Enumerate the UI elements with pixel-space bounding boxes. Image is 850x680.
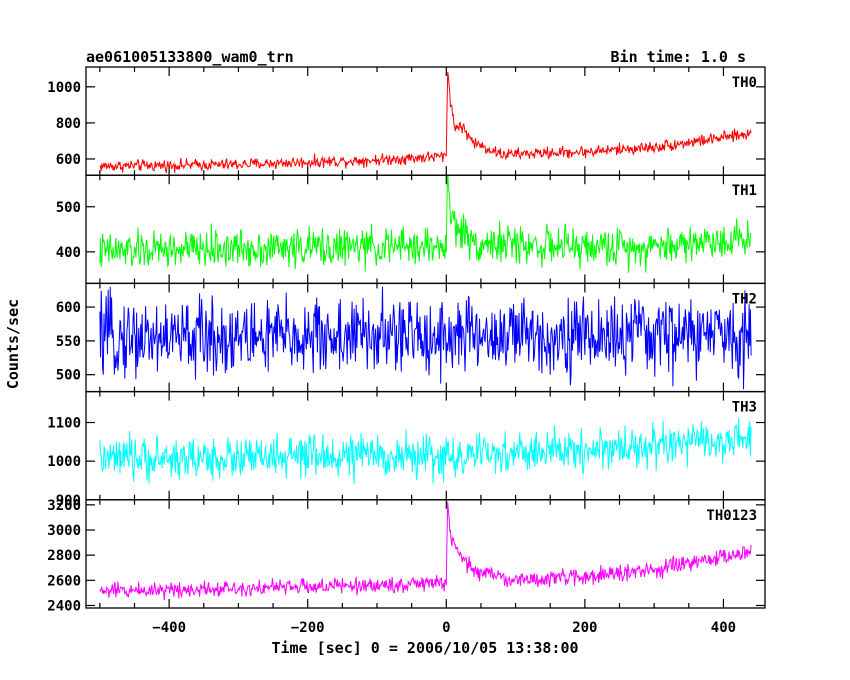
panel-th1: 400 500 TH1 xyxy=(56,174,766,285)
panel-th0: 600 800 1000 TH0 xyxy=(47,66,766,176)
chart-title: ae061005133800_wam0_trn xyxy=(86,48,294,66)
y-tick-label: 600 xyxy=(56,152,81,168)
x-tick-label: 400 xyxy=(711,620,736,636)
y-tick-label: 1000 xyxy=(47,80,81,96)
series-line-th3 xyxy=(99,417,752,484)
panel-frame xyxy=(85,499,766,609)
panels-group: 600 800 1000 TH0 400 500 TH1 500 550 600 TH2 900 100… xyxy=(47,66,766,615)
y-tick-label: 400 xyxy=(56,245,81,261)
y-tick-label: 1100 xyxy=(47,416,81,432)
bin-time-label: Bin time: 1.0 s xyxy=(611,48,746,66)
panel-label-th0: TH0 xyxy=(732,75,757,91)
panel-th3: 900 1000 1100 TH3 xyxy=(47,390,766,509)
panel-label-th3: TH3 xyxy=(732,400,757,416)
series-line-th2 xyxy=(99,286,752,390)
y-tick-label: 3000 xyxy=(47,523,81,539)
y-tick-label: 800 xyxy=(56,116,81,132)
y-tick-label: 2600 xyxy=(47,573,81,589)
y-tick-label: 900 xyxy=(56,493,81,509)
panel-label-th0123: TH0123 xyxy=(706,508,757,524)
y-tick-label: 500 xyxy=(56,200,81,216)
x-axis: −400 −200 0 200 400 xyxy=(152,620,736,636)
y-axis-title: Counts/sec xyxy=(4,299,22,389)
y-tick-label: 2400 xyxy=(47,599,81,615)
y-tick-label: 600 xyxy=(56,300,81,316)
x-tick-label: −400 xyxy=(152,620,186,636)
panel-th0123: 2400 2600 2800 3000 3200 TH0123 xyxy=(47,498,766,615)
series-line-th0 xyxy=(99,72,752,174)
series-line-th0123 xyxy=(99,501,752,601)
x-axis-title: Time [sec] 0 = 2006/10/05 13:38:00 xyxy=(271,639,578,657)
y-tick-label: 500 xyxy=(56,368,81,384)
panel-label-th2: TH2 xyxy=(732,291,757,307)
panel-label-th1: TH1 xyxy=(732,183,757,199)
series-line-th1 xyxy=(99,175,752,273)
x-tick-label: −200 xyxy=(291,620,325,636)
x-tick-label: 200 xyxy=(572,620,597,636)
x-tick-label: 0 xyxy=(442,620,450,636)
y-tick-label: 550 xyxy=(56,334,81,350)
y-tick-label: 2800 xyxy=(47,548,81,564)
panel-th2: 500 550 600 TH2 xyxy=(56,282,766,393)
y-tick-label: 3200 xyxy=(47,498,81,514)
y-tick-label: 1000 xyxy=(47,454,81,470)
